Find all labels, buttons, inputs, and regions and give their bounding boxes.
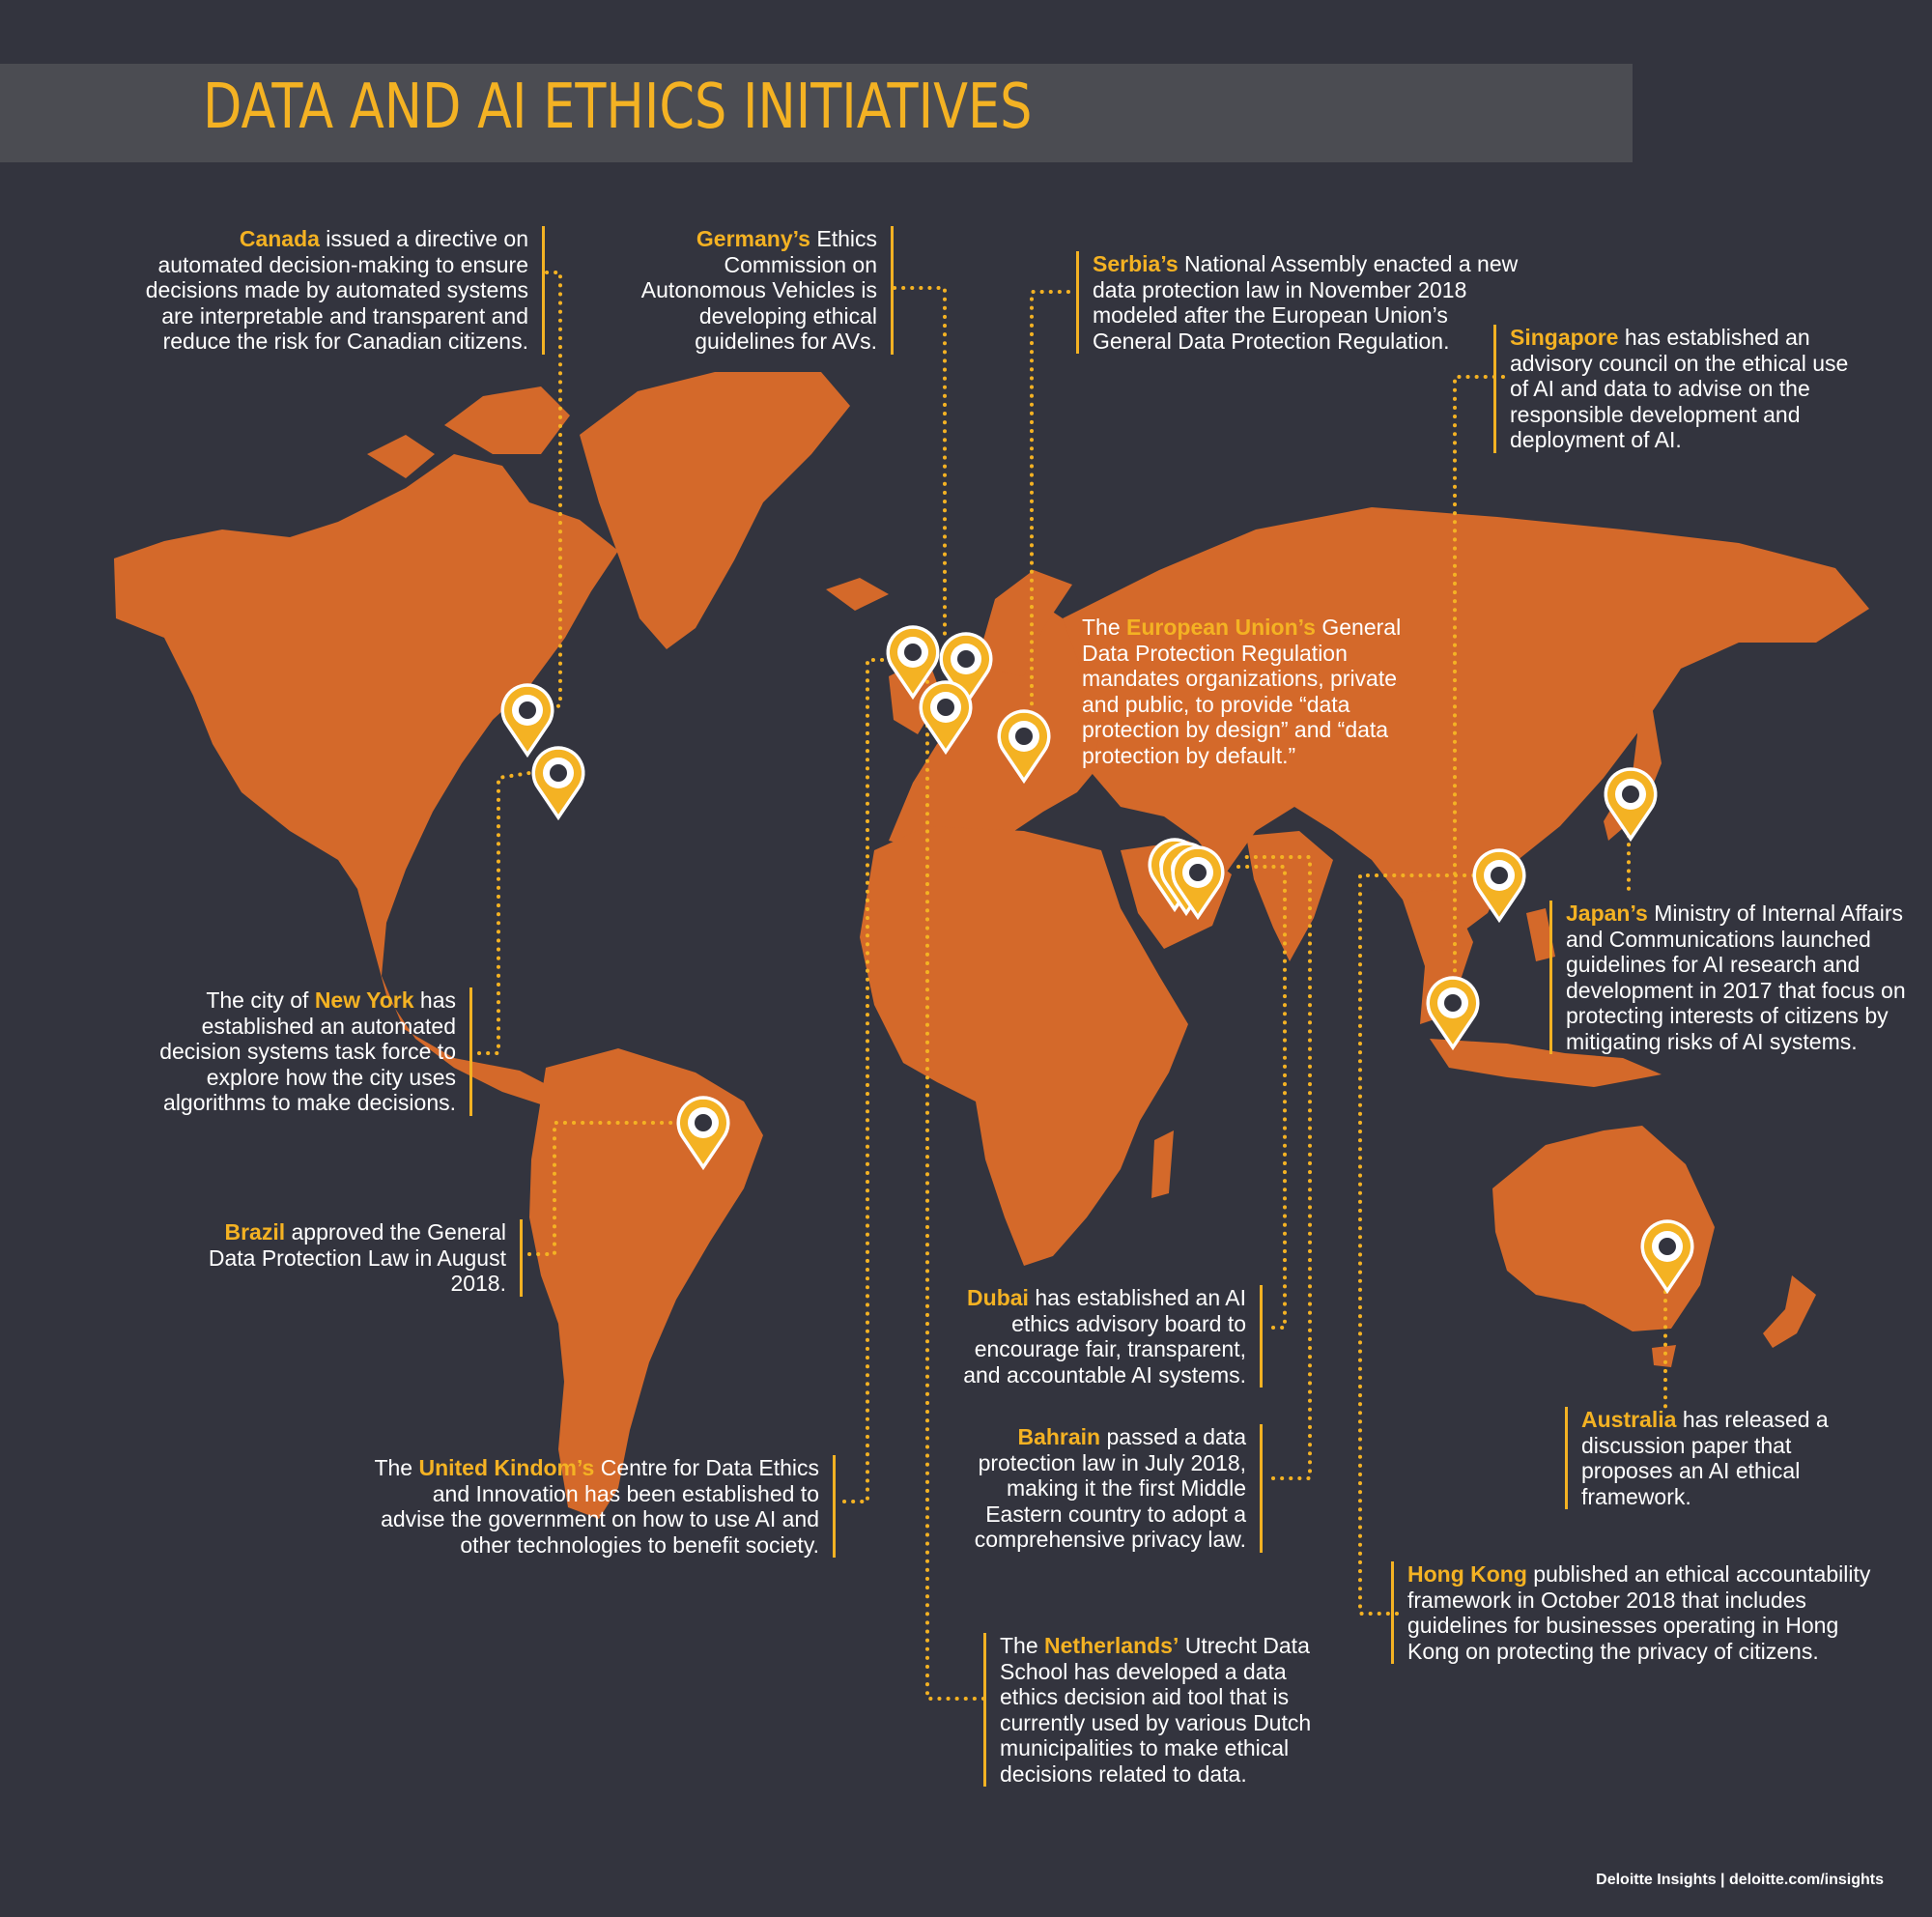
callout-prefix: The — [1000, 1633, 1045, 1658]
leader-dubai — [1231, 865, 1287, 1330]
landmasses — [114, 372, 1869, 1519]
madagascar — [1151, 1130, 1174, 1198]
leader-hongkong — [1358, 873, 1497, 1616]
indonesia — [1430, 1039, 1662, 1087]
philippines — [1526, 908, 1555, 961]
callout-singapore: Singapore has established an advisory co… — [1493, 325, 1869, 453]
leader-lines — [477, 271, 1667, 1701]
new-zealand — [1763, 1275, 1816, 1348]
india — [1246, 831, 1333, 961]
callout-text: passed a data protection law in July 201… — [974, 1424, 1246, 1552]
callout-newyork: The city of New York has established an … — [145, 987, 472, 1116]
callout-prefix: The — [374, 1455, 419, 1480]
callout-country: Canada — [239, 226, 320, 251]
callout-text: has established an AI ethics advisory bo… — [963, 1285, 1246, 1388]
leader-singapore — [1453, 375, 1505, 987]
callout-text: has established an advisory council on t… — [1510, 325, 1849, 452]
callout-text: has released a discussion paper that pro… — [1581, 1407, 1829, 1509]
callout-text: General Data Protection Regulation manda… — [1082, 615, 1402, 768]
callout-country: Germany’s — [696, 226, 810, 251]
asia — [1063, 507, 1869, 942]
greenland — [580, 372, 850, 649]
leader-newyork — [477, 771, 531, 1055]
location-pin-icon[interactable] — [1426, 976, 1480, 1049]
title-bar: DATA AND AI ETHICS INITIATIVES — [0, 64, 1633, 162]
callout-hongkong: Hong Kong published an ethical accountab… — [1391, 1561, 1871, 1664]
callout-text: approved the General Data Protection Law… — [208, 1219, 506, 1296]
leader-germany — [893, 286, 947, 640]
callout-country: Australia — [1581, 1407, 1677, 1432]
callout-text: Centre for Data Ethics and Innovation ha… — [381, 1455, 819, 1558]
page-title: DATA AND AI ETHICS INITIATIVES — [203, 72, 1033, 143]
callout-country: Netherlands’ — [1044, 1633, 1179, 1658]
leader-uk — [842, 658, 904, 1503]
iceland — [826, 578, 889, 611]
callout-uk: The United Kindom’s Centre for Data Ethi… — [367, 1455, 836, 1558]
callout-eu: The European Union’s General Data Protec… — [1082, 615, 1424, 768]
callout-country: Singapore — [1510, 325, 1619, 350]
north-america — [114, 454, 618, 1121]
callout-text: Utrecht Data School has developed a data… — [1000, 1633, 1312, 1787]
leader-bahrain — [1236, 855, 1312, 1480]
africa — [860, 826, 1188, 1266]
scandinavia — [976, 570, 1072, 676]
callout-netherlands: The Netherlands’ Utrecht Data School has… — [983, 1633, 1338, 1787]
callout-country: Japan’s — [1566, 901, 1648, 926]
callout-text: National Assembly enacted a new data pro… — [1093, 251, 1519, 354]
callout-prefix: The city of — [206, 987, 315, 1013]
callout-canada: Canada issued a directive on automated d… — [145, 226, 545, 355]
footer-credit: Deloitte Insights | deloitte.com/insight… — [1596, 1872, 1884, 1888]
location-pin-icon[interactable] — [500, 683, 554, 757]
callout-text: Ethics Commission on Autonomous Vehicles… — [640, 226, 877, 354]
tasmania — [1652, 1345, 1676, 1367]
callout-country: Dubai — [967, 1285, 1029, 1310]
callout-country: Brazil — [224, 1219, 286, 1245]
leader-netherlands — [925, 641, 985, 1701]
callout-australia: Australia has released a discussion pape… — [1565, 1407, 1867, 1509]
arctic-islands — [444, 386, 570, 454]
callout-country: Serbia’s — [1093, 251, 1179, 276]
callout-country: Hong Kong — [1407, 1561, 1527, 1587]
callout-country: Bahrain — [1017, 1424, 1101, 1449]
callout-country: United Kindom’s — [418, 1455, 595, 1480]
callout-text: issued a directive on automated decision… — [145, 226, 528, 354]
callout-country: New York — [314, 987, 414, 1013]
leader-serbia — [1030, 290, 1070, 727]
arctic-islands — [367, 435, 435, 478]
callout-japan: Japan’s Ministry of Internal Affairs and… — [1549, 901, 1932, 1054]
europe — [889, 599, 1101, 850]
callout-text: Ministry of Internal Affairs and Communi… — [1566, 901, 1906, 1054]
callout-germany: Germany’s Ethics Commission on Autonomou… — [628, 226, 894, 355]
callout-dubai: Dubai has established an AI ethics advis… — [947, 1285, 1263, 1388]
callout-country: European Union’s — [1126, 615, 1316, 640]
callout-text: published an ethical accountability fram… — [1407, 1561, 1871, 1664]
callout-text: has established an automated decision sy… — [159, 987, 456, 1115]
leader-canada — [545, 271, 562, 712]
location-pin-icon[interactable] — [531, 746, 585, 819]
callout-bahrain: Bahrain passed a data protection law in … — [947, 1424, 1263, 1553]
callout-prefix: The — [1082, 615, 1127, 640]
callout-brazil: Brazil approved the General Data Protect… — [172, 1219, 523, 1297]
callout-serbia: Serbia’s National Assembly enacted a new… — [1076, 251, 1527, 354]
